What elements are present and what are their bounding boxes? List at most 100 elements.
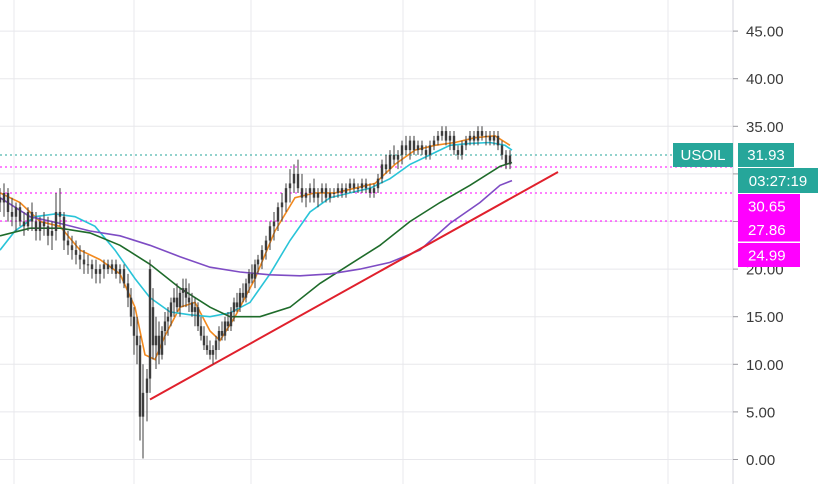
candle-body <box>380 164 384 179</box>
candle <box>70 235 74 260</box>
candle-body <box>122 269 126 284</box>
candle <box>504 150 508 170</box>
candle-body <box>452 135 456 151</box>
candle-body <box>272 221 276 227</box>
candle <box>408 135 412 160</box>
candle-body <box>141 392 145 417</box>
candle-body <box>436 135 440 141</box>
candle <box>464 135 468 151</box>
candle-body <box>324 188 328 198</box>
candle-body <box>238 292 242 308</box>
candle <box>74 240 78 265</box>
candle <box>488 131 492 146</box>
candle-body <box>352 183 356 189</box>
candle-body <box>250 273 254 279</box>
candle-body <box>229 311 233 327</box>
candle-body <box>62 216 66 241</box>
candle <box>328 188 332 203</box>
candle <box>235 292 239 312</box>
candle <box>308 183 312 203</box>
candle <box>232 297 236 322</box>
axis-tick-label: 45.00 <box>746 24 784 41</box>
candle <box>205 335 209 355</box>
candle <box>229 307 233 331</box>
candle <box>90 259 94 279</box>
axis-tick-label: 40.00 <box>746 71 784 88</box>
trendline-layer[interactable] <box>149 171 559 401</box>
candle-body <box>34 221 38 232</box>
candle <box>30 202 34 232</box>
candle <box>253 259 257 289</box>
candle <box>154 316 158 370</box>
candle <box>214 335 218 360</box>
axis-tick-label: 35.00 <box>746 119 784 136</box>
candle <box>196 302 200 331</box>
candle <box>436 131 440 146</box>
candlesticks <box>0 126 512 459</box>
candle-body <box>226 321 230 327</box>
candle <box>416 140 420 155</box>
candle <box>260 245 264 270</box>
candle <box>364 178 368 193</box>
candle <box>118 264 122 284</box>
candle-body <box>184 288 188 298</box>
candle <box>440 126 444 141</box>
candle-body <box>388 154 392 170</box>
candle-body <box>428 145 432 155</box>
candle-body <box>42 221 46 227</box>
candle-body <box>138 345 142 417</box>
candle-body <box>372 188 376 193</box>
candle-body <box>129 297 133 317</box>
candle-body <box>404 145 408 151</box>
candle <box>452 131 456 155</box>
candle-body <box>264 240 268 251</box>
candle <box>420 140 424 155</box>
candle <box>332 188 336 198</box>
candle-body <box>504 154 508 165</box>
support-trendline[interactable] <box>149 171 559 401</box>
candle <box>78 245 82 270</box>
candle-body <box>316 192 320 198</box>
grid <box>0 0 733 484</box>
candle-body <box>304 192 308 198</box>
candle-body <box>2 192 6 203</box>
candle-body <box>241 292 245 298</box>
candle <box>241 283 245 303</box>
candle-body <box>6 192 10 212</box>
candle <box>244 278 248 303</box>
candle-body <box>118 269 122 274</box>
candle-body <box>126 283 130 298</box>
candle-body <box>384 164 388 170</box>
candle <box>360 178 364 193</box>
candle-body <box>464 140 468 146</box>
candle-body <box>30 211 34 222</box>
candle-body <box>135 335 139 346</box>
candle-body <box>232 302 236 312</box>
candle-body <box>296 173 300 189</box>
candle-body <box>360 183 364 189</box>
candle <box>344 183 348 198</box>
candle-body <box>148 269 152 379</box>
candle <box>175 283 179 312</box>
candle-body <box>476 131 480 141</box>
candle-body <box>508 155 512 165</box>
candle <box>368 183 372 198</box>
candle <box>38 216 42 241</box>
candle <box>6 188 10 222</box>
symbol-tag-background <box>673 143 733 167</box>
candle-body <box>78 254 82 260</box>
candle <box>202 326 206 351</box>
candle-body <box>424 150 428 155</box>
candle-body <box>320 188 324 193</box>
candle <box>18 202 22 227</box>
symbol-tag: USOIL <box>680 147 725 164</box>
candle-body <box>396 154 400 160</box>
candle <box>163 311 167 346</box>
candle <box>184 278 188 308</box>
candle <box>404 135 408 155</box>
candle-body <box>344 188 348 193</box>
candle-body <box>86 264 90 266</box>
